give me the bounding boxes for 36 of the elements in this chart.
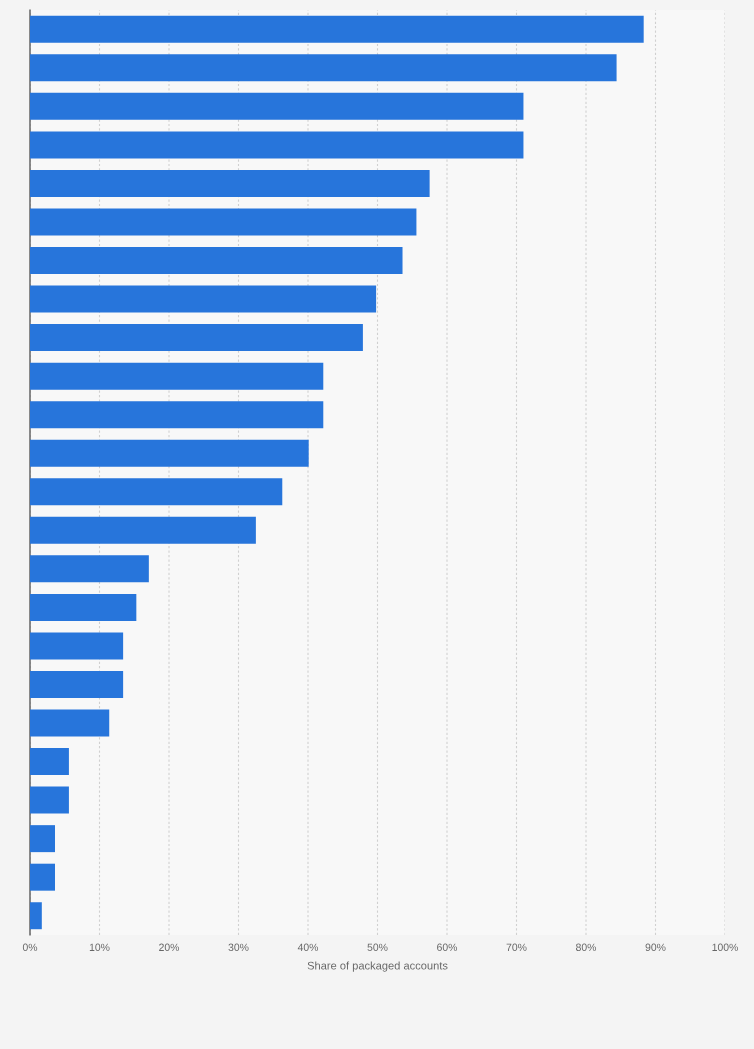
x-tick-label: 80% [576, 943, 597, 951]
x-tick-label: 30% [228, 943, 249, 951]
bar [30, 15, 644, 43]
bar [30, 285, 377, 313]
bar [30, 555, 149, 583]
x-tick-label: 70% [506, 943, 527, 951]
x-tick-label: 60% [437, 943, 458, 951]
bar [30, 92, 524, 120]
bar [30, 439, 309, 467]
bar [30, 362, 324, 390]
x-tick-label: 90% [645, 943, 666, 951]
bar [30, 902, 42, 930]
x-tick-label: 20% [159, 943, 180, 951]
bar [30, 401, 324, 429]
x-axis-title: Share of packaged accounts [307, 961, 448, 972]
x-tick-label: 0% [22, 943, 38, 951]
bar [30, 208, 417, 236]
bar [30, 863, 56, 891]
bar [30, 748, 69, 776]
bar [30, 247, 403, 275]
bar [30, 54, 617, 82]
bar [30, 786, 69, 814]
bar [30, 825, 56, 853]
bar [30, 478, 283, 506]
x-tick-label: 50% [367, 943, 388, 951]
bar [30, 516, 256, 544]
x-tick-label: 10% [89, 943, 110, 951]
bar [30, 709, 110, 737]
bar [30, 169, 430, 197]
x-tick-label: 100% [712, 943, 738, 951]
bar [30, 593, 137, 621]
bar [30, 131, 524, 159]
x-tick-label: 40% [297, 943, 319, 951]
bar [30, 324, 363, 352]
bar [30, 670, 124, 698]
bar [30, 632, 124, 660]
